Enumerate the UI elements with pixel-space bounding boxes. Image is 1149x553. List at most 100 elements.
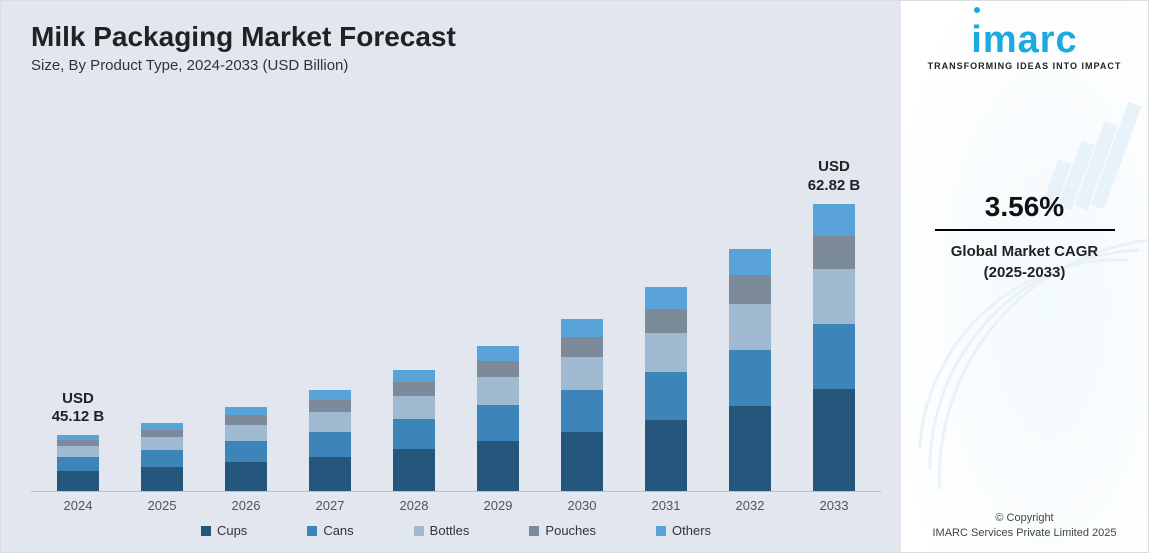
bar-segment [57, 446, 99, 457]
stacked-bar [309, 390, 351, 491]
bar-col [624, 84, 708, 491]
legend-swatch [201, 526, 211, 536]
bar-segment [225, 407, 267, 415]
chart-subtitle: Size, By Product Type, 2024-2033 (USD Bi… [31, 57, 881, 74]
bar-segment [141, 467, 183, 491]
bar-segment [141, 423, 183, 430]
bar-segment [393, 419, 435, 449]
bar-segment [225, 441, 267, 462]
legend-label: Cups [217, 523, 247, 538]
stacked-bar [141, 423, 183, 491]
bar-segment [729, 350, 771, 406]
bar-segment [645, 372, 687, 420]
x-tick: 2032 [708, 498, 792, 513]
bar-segment [141, 450, 183, 467]
bar-segment [813, 389, 855, 491]
x-tick: 2029 [456, 498, 540, 513]
bar-segment [477, 405, 519, 441]
legend-swatch [529, 526, 539, 536]
bar-segment [309, 432, 351, 457]
chart-title: Milk Packaging Market Forecast [31, 21, 881, 53]
bar-segment [477, 361, 519, 378]
bar-segment [561, 390, 603, 432]
bar-segment [561, 337, 603, 357]
x-tick: 2025 [120, 498, 204, 513]
legend-swatch [307, 526, 317, 536]
bar-segment [729, 304, 771, 350]
stacked-bar [477, 346, 519, 491]
bar-segment [477, 346, 519, 360]
brand-logo: imarc TRANSFORMING IDEAS INTO IMPACT [928, 21, 1122, 71]
bar-col [540, 84, 624, 491]
bar-segment [729, 249, 771, 275]
bar-callout: USD62.82 B [808, 158, 861, 196]
legend: Cups Cans Bottles Pouches Others [31, 513, 881, 542]
bar-segment [477, 441, 519, 491]
legend-label: Pouches [545, 523, 596, 538]
bar-segment [561, 319, 603, 337]
bar-segment [141, 430, 183, 437]
bar-segment [645, 420, 687, 491]
bar-segment [813, 269, 855, 323]
stacked-bar [645, 287, 687, 491]
bar-segment [561, 432, 603, 491]
legend-item: Pouches [529, 523, 596, 538]
cagr-block: 3.56% Global Market CAGR (2025-2033) [935, 191, 1115, 283]
bar-col [288, 84, 372, 491]
bar-segment [141, 437, 183, 450]
bar-segment [309, 400, 351, 412]
bar-segment [309, 390, 351, 400]
bar-segment [729, 275, 771, 304]
x-axis: 2024202520262027202820292030203120322033 [31, 492, 881, 513]
legend-label: Others [672, 523, 711, 538]
cagr-value: 3.56% [935, 191, 1115, 229]
legend-item: Bottles [414, 523, 470, 538]
bar-col [372, 84, 456, 491]
stacked-bar [561, 319, 603, 491]
legend-label: Cans [323, 523, 353, 538]
cagr-label: Global Market CAGR (2025-2033) [935, 241, 1115, 283]
bar-col [708, 84, 792, 491]
bar-segment [729, 406, 771, 491]
legend-swatch [414, 526, 424, 536]
x-tick: 2024 [36, 498, 120, 513]
bar-segment [645, 287, 687, 309]
bar-segment [57, 471, 99, 491]
chart-panel: Milk Packaging Market Forecast Size, By … [1, 1, 901, 552]
legend-item: Cans [307, 523, 353, 538]
plot-wrap: USD45.12 BUSD62.82 B 2024202520262027202… [31, 84, 881, 542]
stacked-bar [57, 435, 99, 491]
x-tick: 2026 [204, 498, 288, 513]
bar-segment [813, 324, 855, 390]
stacked-bar [393, 370, 435, 491]
stacked-bar [225, 407, 267, 491]
stacked-bar [729, 249, 771, 491]
x-tick: 2028 [372, 498, 456, 513]
x-tick: 2027 [288, 498, 372, 513]
bar-segment [393, 449, 435, 491]
bar-segment [393, 382, 435, 396]
bar-segment [561, 357, 603, 391]
bar-segment [393, 370, 435, 382]
logo-tagline: TRANSFORMING IDEAS INTO IMPACT [928, 61, 1122, 71]
bar-segment [645, 333, 687, 372]
bar-segment [393, 396, 435, 419]
bar-segment [57, 457, 99, 471]
bar-col [120, 84, 204, 491]
bar-col: USD62.82 B [792, 84, 876, 491]
bar-col [456, 84, 540, 491]
legend-swatch [656, 526, 666, 536]
copyright: © Copyright IMARC Services Private Limit… [901, 511, 1148, 540]
bar-segment [645, 309, 687, 333]
bar-segment [225, 425, 267, 442]
stacked-bar [813, 204, 855, 491]
x-tick: 2033 [792, 498, 876, 513]
bar-segment [813, 204, 855, 236]
bar-segment [309, 412, 351, 432]
x-tick: 2030 [540, 498, 624, 513]
stacked-bar-plot: USD45.12 BUSD62.82 B [31, 84, 881, 492]
legend-item: Others [656, 523, 711, 538]
bar-segment [477, 377, 519, 405]
bar-segment [309, 457, 351, 491]
bar-segment [225, 462, 267, 491]
